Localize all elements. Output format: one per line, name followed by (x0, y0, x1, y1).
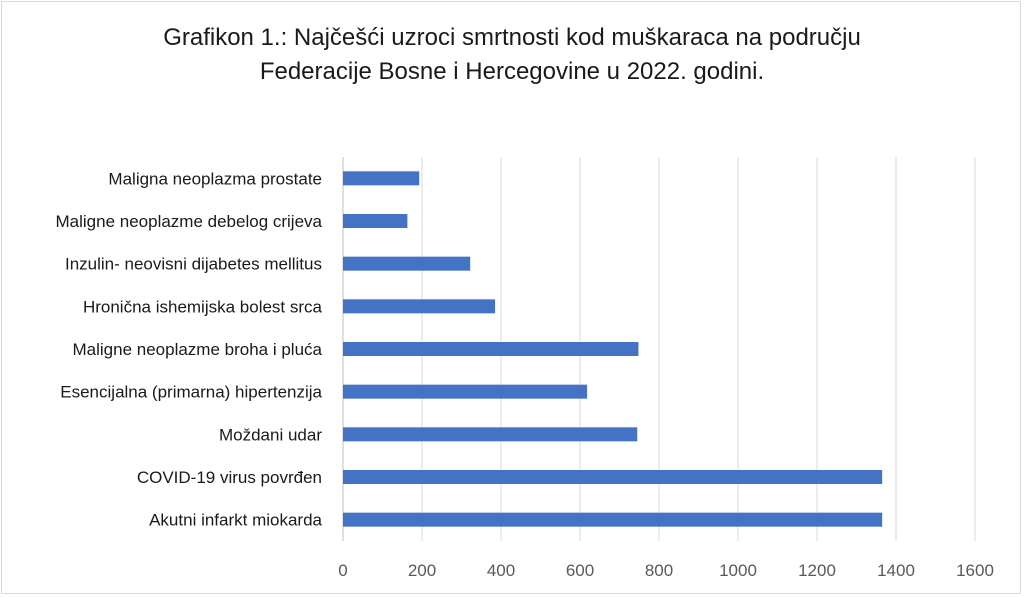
category-label: Inzulin- neovisni dijabetes mellitus (65, 255, 322, 274)
category-label: COVID-19 virus povrđen (137, 468, 322, 487)
category-label: Maligne neoplazme broha i pluća (73, 340, 323, 359)
category-label: Maligna neoplazma prostate (108, 169, 322, 188)
x-tick-label: 600 (566, 561, 594, 580)
bar (343, 256, 471, 271)
chart-title-line-1: Grafikon 1.: Najčešći uzroci smrtnosti k… (163, 24, 861, 51)
bar (343, 342, 639, 356)
category-label: Hronična ishemijska bolest srca (83, 297, 323, 316)
x-tick-label: 0 (338, 561, 347, 580)
bar (343, 299, 496, 314)
chart-title-line-2: Federacije Bosne i Hercegovine u 2022. g… (259, 58, 765, 85)
x-tick-label: 200 (408, 561, 436, 580)
category-label: Akutni infarkt miokarda (149, 511, 322, 530)
category-label: Maligne neoplazme debelog crijeva (56, 212, 323, 231)
bar (343, 171, 420, 186)
chart-title: Grafikon 1.: Najčešći uzroci smrtnosti k… (0, 21, 1024, 89)
x-tick-label: 800 (645, 561, 673, 580)
bar (343, 512, 883, 527)
x-tick-label: 400 (487, 561, 515, 580)
category-label: Moždani udar (219, 425, 322, 444)
bar (343, 427, 638, 442)
x-tick-label: 1000 (719, 561, 757, 580)
x-tick-label: 1400 (877, 561, 915, 580)
bar (343, 214, 408, 228)
x-tick-label: 1200 (798, 561, 836, 580)
bar (343, 470, 883, 484)
bar (343, 384, 588, 399)
category-label: Esencijalna (primarna) hipertenzija (60, 383, 322, 402)
x-tick-label: 1600 (956, 561, 994, 580)
